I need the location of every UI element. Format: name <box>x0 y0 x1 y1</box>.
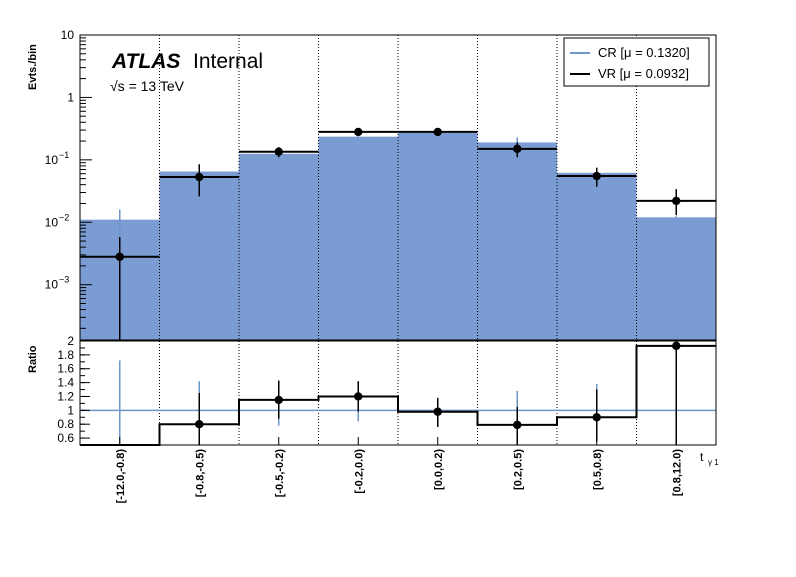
bottom-frame <box>79 340 717 446</box>
y-tick-exp-top-4: −3 <box>59 275 69 285</box>
x-axis-title: t <box>700 450 704 464</box>
legend-box <box>563 37 710 87</box>
y-tick-label-bottom-2: 1 <box>67 403 74 417</box>
x-tick-label-4: [0.0,0.2) <box>433 449 445 490</box>
vr-point-3 <box>354 127 363 137</box>
annotations: ATLAS Internal √s = 13 TeV Evts./bin Rat… <box>27 44 719 467</box>
y-tick-label-top-4: 10 <box>45 278 59 292</box>
x-tick-label-2: [-0.5,-0.2) <box>274 449 286 498</box>
y-tick-exp-top-3: −2 <box>59 212 69 222</box>
y-tick-exp-top-2: −1 <box>59 150 69 160</box>
vr-ratio-point-5 <box>513 420 522 430</box>
vr-point-1 <box>195 172 204 182</box>
vr-ratio-point-3 <box>354 392 363 401</box>
y-tick-label-bottom-6: 1.8 <box>57 348 74 362</box>
x-tick-label-1: [-0.8,-0.5) <box>194 449 206 498</box>
experiment-label: ATLAS <box>111 50 180 73</box>
x-tick-label-7: [0.8,12.0) <box>671 449 683 496</box>
cr-bar-2 <box>239 153 319 340</box>
vr-point-7 <box>672 196 681 206</box>
experiment-status: Internal <box>193 50 263 73</box>
x-tick-label-3: [-0.2,0.0) <box>353 449 365 494</box>
y-tick-label-top-3: 10 <box>45 215 59 229</box>
x-tick-label-6: [0.5,0.8) <box>592 449 604 490</box>
top-panel <box>80 35 716 340</box>
cr-bar-6 <box>557 172 637 340</box>
vr-point-5 <box>513 144 522 154</box>
y-tick-label-top-1: 1 <box>67 90 74 104</box>
cr-bar-7 <box>636 217 716 340</box>
cr-bar-3 <box>318 136 398 340</box>
legend-label-vr: VR [μ = 0.0932] <box>598 66 689 81</box>
y-axis-title-bottom: Ratio <box>27 345 39 373</box>
vr-ratio-point-6 <box>592 413 601 422</box>
legend-label-cr: CR [μ = 0.1320] <box>598 45 690 60</box>
y-tick-label-top-0: 10 <box>61 28 75 42</box>
cr-bar-4 <box>398 132 478 340</box>
vr-point-4 <box>433 127 442 137</box>
y-axis-title-top: Evts./bin <box>27 44 39 90</box>
energy-label: √s = 13 TeV <box>110 78 185 94</box>
y-tick-label-bottom-0: 0.6 <box>57 431 74 445</box>
vr-point-2 <box>274 147 283 156</box>
cr-bar-5 <box>477 142 557 340</box>
vr-ratio-point-2 <box>274 395 283 405</box>
x-axis-title-subscript: γ 1 <box>708 458 719 467</box>
y-tick-label-bottom-3: 1.2 <box>57 389 74 403</box>
x-tick-label-5: [0.2,0.5) <box>512 449 524 490</box>
vr-point-6 <box>592 171 601 181</box>
y-tick-label-bottom-1: 0.8 <box>57 417 74 431</box>
cr-bar-1 <box>159 171 239 340</box>
vr-ratio-point-7 <box>672 341 681 351</box>
y-tick-label-bottom-5: 1.6 <box>57 362 74 376</box>
legend: CR [μ = 0.1320] VR [μ = 0.0932] <box>563 37 710 87</box>
y-tick-label-top-2: 10 <box>45 153 59 167</box>
y-tick-label-bottom-7: 2 <box>67 334 74 348</box>
y-tick-label-bottom-4: 1.4 <box>57 376 74 390</box>
vr-ratio-point-1 <box>195 420 204 429</box>
vr-ratio-point-4 <box>433 407 442 416</box>
bottom-panel <box>80 341 716 446</box>
x-tick-label-0: [-12.0,-0.8) <box>115 449 127 504</box>
vr-point-0 <box>115 252 124 261</box>
top-frame <box>79 34 717 341</box>
